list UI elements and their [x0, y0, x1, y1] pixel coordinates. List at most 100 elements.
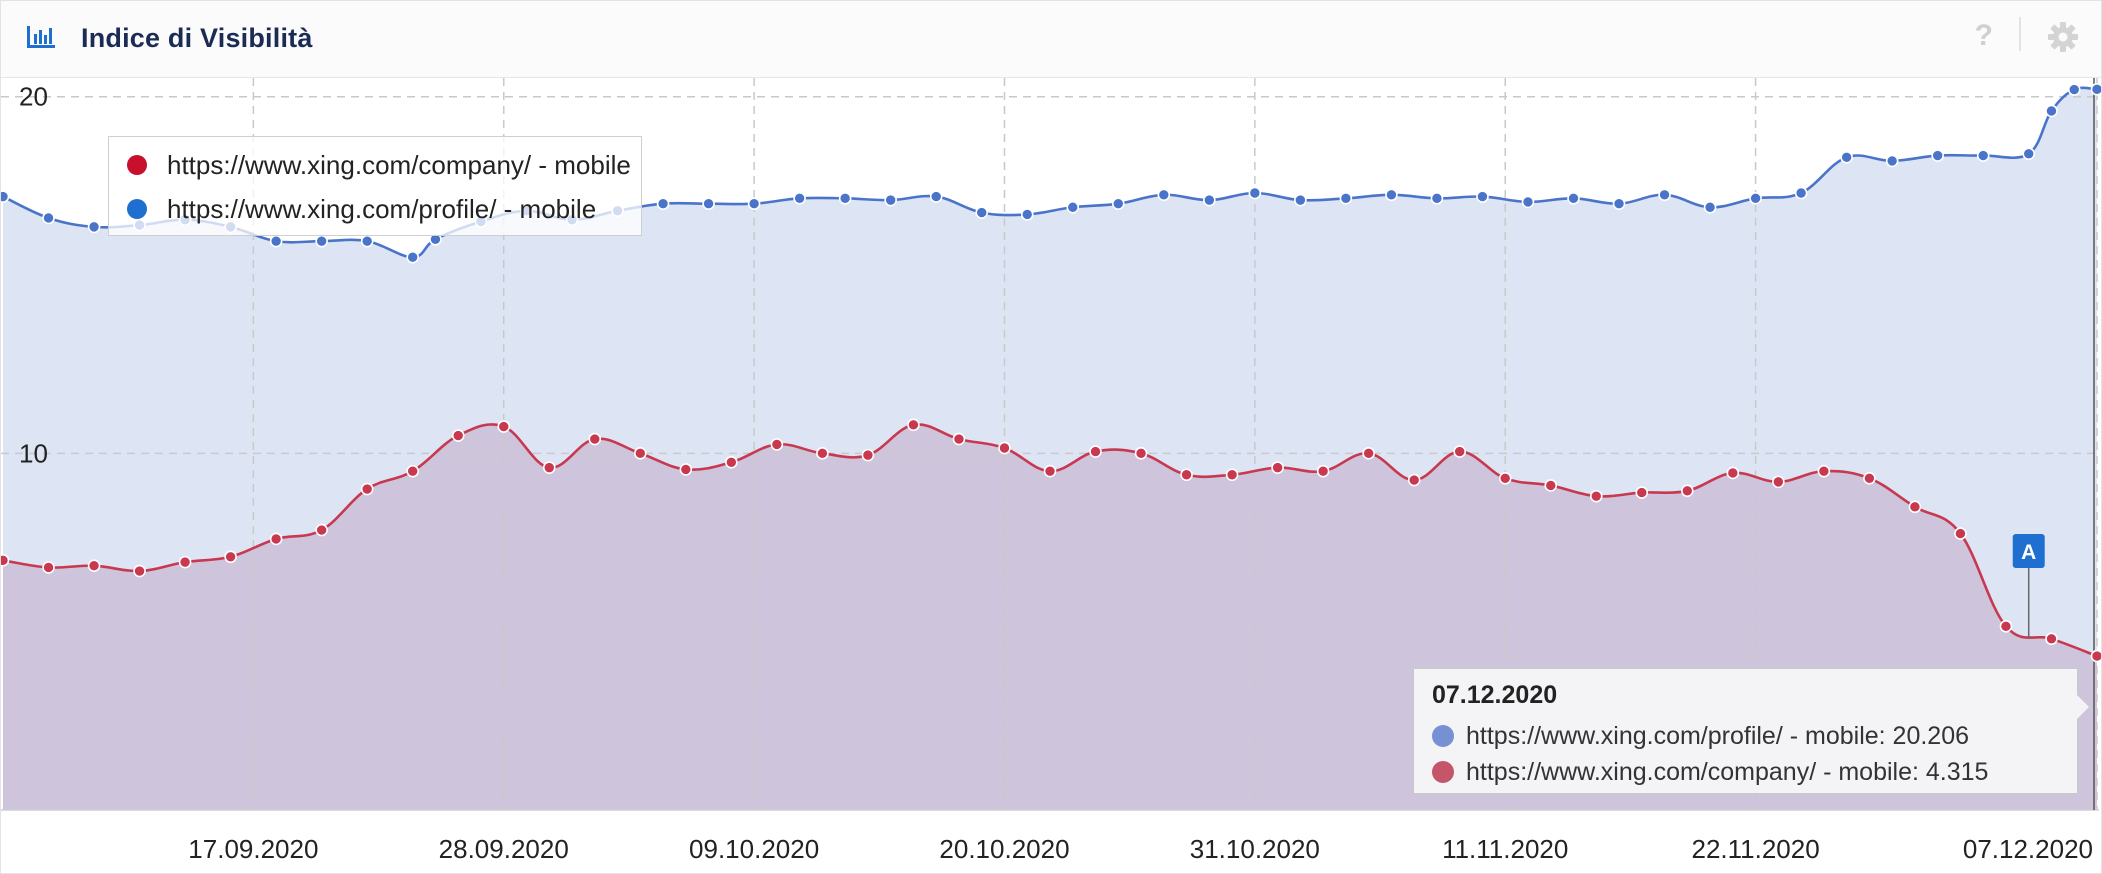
data-point-company — [269, 532, 283, 546]
data-point-company — [1134, 447, 1148, 460]
data-point-profile — [1476, 190, 1489, 203]
annotation-flag — [2012, 534, 2045, 568]
legend-label-profile: https://www.xing.com/profile/ - mobile — [167, 193, 597, 224]
data-point-company — [1089, 445, 1102, 458]
y-tick-label: 20 — [19, 82, 48, 112]
data-point-company — [315, 523, 328, 537]
data-point-profile — [2067, 83, 2081, 96]
data-point-company — [178, 555, 192, 569]
data-point-profile — [1521, 195, 1535, 209]
data-point-company — [998, 441, 1011, 455]
annotation-label: A — [2021, 541, 2036, 564]
data-point-profile — [1749, 192, 1762, 205]
data-point-company — [1180, 468, 1193, 482]
data-point-profile — [2022, 147, 2036, 161]
tooltip-row-company: https://www.xing.com/company/ - mobile: … — [1432, 754, 2059, 790]
data-point-profile — [1066, 200, 1080, 214]
data-point-company — [1271, 461, 1284, 474]
data-point-company — [42, 561, 55, 574]
data-point-profile — [1976, 149, 1990, 162]
data-point-profile — [1703, 200, 1717, 214]
data-point-company — [770, 438, 784, 451]
data-point-profile — [1, 190, 10, 203]
data-point-profile — [2090, 83, 2101, 96]
data-point-company — [1999, 620, 2013, 633]
data-point-company — [1863, 472, 1876, 485]
header-divider — [2019, 17, 2021, 51]
data-point-company — [1316, 464, 1330, 478]
data-point-profile — [702, 197, 715, 210]
data-point-profile — [1840, 151, 1853, 164]
data-point-company — [1589, 489, 1603, 503]
data-point-profile — [1294, 193, 1307, 207]
legend-item-company[interactable]: https://www.xing.com/company/ - mobile — [117, 143, 631, 187]
data-point-profile — [1567, 192, 1580, 205]
widget-header: Indice di Visibilità ? — [1, 1, 2101, 78]
data-point-profile — [269, 234, 283, 248]
data-point-profile — [1248, 186, 1262, 200]
data-point-company — [224, 550, 237, 564]
bar-chart-icon — [27, 26, 55, 48]
x-tick-label: 07.12.2020 — [1963, 834, 2093, 864]
x-tick-label: 09.10.2020 — [689, 834, 819, 864]
data-point-company — [1908, 500, 1922, 514]
legend-item-profile[interactable]: https://www.xing.com/profile/ - mobile — [117, 187, 631, 231]
data-point-profile — [1111, 197, 1125, 210]
data-point-company — [1726, 466, 1740, 480]
data-point-profile — [1931, 149, 1944, 162]
data-point-company — [861, 448, 875, 462]
x-tick-label: 28.09.2020 — [439, 834, 569, 864]
data-point-profile — [656, 197, 670, 210]
data-point-company — [1544, 479, 1558, 492]
data-point-profile — [1794, 186, 1808, 200]
data-point-profile — [1157, 188, 1171, 202]
data-point-profile — [838, 192, 852, 205]
data-point-profile — [360, 234, 374, 248]
tooltip-dot-profile — [1432, 725, 1454, 747]
data-point-profile — [2045, 104, 2058, 118]
data-point-company — [1772, 475, 1785, 489]
data-point-company — [1225, 468, 1239, 482]
data-point-company — [1407, 473, 1421, 487]
data-point-profile — [793, 192, 806, 205]
data-point-company — [1043, 464, 1057, 478]
tooltip-date: 07.12.2020 — [1432, 681, 1558, 709]
data-point-company — [952, 432, 966, 446]
data-point-profile — [1385, 188, 1398, 202]
data-point-profile — [1203, 193, 1216, 207]
x-tick-label: 20.10.2020 — [939, 834, 1069, 864]
data-point-company — [1498, 472, 1512, 485]
data-point-company — [1635, 486, 1649, 499]
help-icon[interactable]: ? — [1974, 19, 1993, 52]
data-point-company — [679, 463, 693, 476]
data-point-profile — [1885, 154, 1899, 168]
data-point-company — [133, 564, 146, 578]
y-tick-label: 10 — [19, 438, 48, 468]
data-point-company — [2045, 632, 2058, 646]
data-point-profile — [929, 190, 943, 203]
gear-icon[interactable] — [2047, 21, 2079, 53]
data-point-profile — [87, 220, 101, 234]
data-point-company — [1, 554, 10, 567]
data-point-company — [451, 429, 465, 442]
data-point-company — [1681, 484, 1694, 498]
data-point-company — [816, 447, 829, 460]
widget-title: Indice di Visibilità — [81, 23, 313, 53]
data-point-company — [406, 464, 419, 478]
tooltip-row-profile: https://www.xing.com/profile/ - mobile: … — [1432, 718, 2059, 754]
data-point-profile — [1612, 197, 1626, 210]
data-point-company — [87, 559, 101, 572]
data-point-profile — [42, 211, 55, 225]
data-point-company — [725, 455, 738, 469]
data-point-profile — [884, 193, 897, 207]
x-tick-label: 31.10.2020 — [1190, 834, 1320, 864]
data-point-profile — [315, 234, 328, 248]
chart-tooltip: 07.12.2020 https://www.xing.com/profile/… — [1413, 668, 2089, 794]
data-point-profile — [1020, 208, 1034, 221]
data-point-profile — [975, 206, 989, 219]
legend-label-company: https://www.xing.com/company/ - mobile — [167, 149, 631, 180]
x-tick-label: 17.09.2020 — [188, 834, 318, 864]
data-point-company — [1817, 464, 1831, 478]
data-point-company — [360, 482, 374, 496]
